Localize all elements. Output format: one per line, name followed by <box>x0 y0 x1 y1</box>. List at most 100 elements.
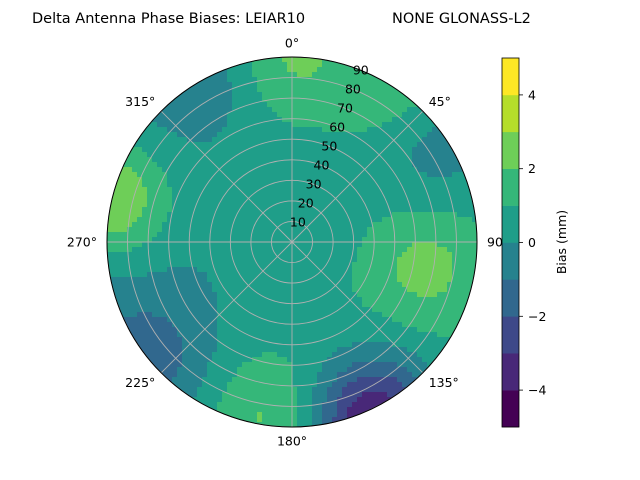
field-cell <box>202 337 208 343</box>
field-cell <box>147 302 153 308</box>
field-cell <box>182 122 188 128</box>
field-cell <box>242 312 248 318</box>
field-cell <box>302 307 308 313</box>
field-cell <box>317 277 323 283</box>
field-cell <box>152 327 158 333</box>
field-cell <box>282 412 288 418</box>
field-cell <box>197 127 203 133</box>
field-cell <box>237 157 243 163</box>
field-cell <box>382 142 388 148</box>
field-cell <box>257 382 263 388</box>
field-cell <box>272 322 278 328</box>
field-cell <box>312 382 318 388</box>
field-cell <box>117 207 123 213</box>
field-cell <box>387 257 393 263</box>
field-cell <box>157 122 163 128</box>
field-cell <box>302 337 308 343</box>
field-cell <box>472 232 477 238</box>
field-cell <box>287 152 293 158</box>
field-cell <box>257 227 263 233</box>
field-cell <box>457 267 463 273</box>
field-cell <box>397 142 403 148</box>
field-cell <box>442 352 448 358</box>
field-cell <box>282 352 288 358</box>
field-cell <box>157 212 163 218</box>
field-cell <box>402 292 408 298</box>
field-cell <box>347 282 353 288</box>
field-cell <box>207 167 213 173</box>
field-cell <box>282 187 288 193</box>
field-cell <box>382 187 388 193</box>
field-cell <box>267 317 273 323</box>
field-cell <box>412 122 418 128</box>
field-cell <box>387 152 393 158</box>
field-cell <box>367 257 373 263</box>
field-cell <box>142 157 148 163</box>
field-cell <box>262 347 268 353</box>
field-cell <box>382 262 388 268</box>
field-cell <box>312 357 318 363</box>
field-cell <box>342 247 348 253</box>
field-cell <box>297 132 303 138</box>
field-cell <box>352 127 358 133</box>
field-cell <box>232 267 238 273</box>
field-cell <box>422 282 428 288</box>
field-cell <box>462 232 468 238</box>
field-cell <box>287 182 293 188</box>
field-cell <box>337 312 343 318</box>
field-cell <box>232 327 238 333</box>
field-cell <box>432 277 438 283</box>
field-cell <box>167 107 173 113</box>
field-cell <box>372 332 378 338</box>
field-cell <box>382 102 388 108</box>
field-cell <box>397 257 403 263</box>
field-cell <box>257 352 263 358</box>
field-cell <box>292 417 298 423</box>
field-cell <box>307 397 313 403</box>
field-cell <box>337 122 343 128</box>
field-cell <box>167 147 173 153</box>
field-cell <box>392 127 398 133</box>
field-cell <box>417 262 423 268</box>
field-cell <box>307 272 313 278</box>
field-cell <box>367 167 373 173</box>
field-cell <box>272 397 278 403</box>
field-cell <box>147 177 153 183</box>
field-cell <box>182 162 188 168</box>
field-cell <box>192 217 198 223</box>
field-cell <box>322 97 328 103</box>
field-cell <box>337 57 343 63</box>
field-cell <box>227 402 233 408</box>
field-cell <box>232 212 238 218</box>
field-cell <box>212 277 218 283</box>
field-cell <box>372 367 378 373</box>
field-cell <box>467 222 473 228</box>
field-cell <box>317 202 323 208</box>
field-cell <box>342 87 348 93</box>
field-cell <box>367 82 373 88</box>
field-cell <box>172 182 178 188</box>
field-cell <box>272 412 278 418</box>
field-cell <box>322 317 328 323</box>
field-cell <box>207 132 213 138</box>
field-cell <box>257 357 263 363</box>
field-cell <box>217 297 223 303</box>
field-cell <box>457 277 463 283</box>
field-cell <box>212 237 218 243</box>
field-cell <box>312 422 318 427</box>
field-cell <box>347 292 353 298</box>
field-cell <box>152 172 158 178</box>
field-cell <box>182 142 188 148</box>
field-cell <box>237 132 243 138</box>
field-cell <box>262 372 268 378</box>
field-cell <box>367 412 373 418</box>
field-cell <box>327 172 333 178</box>
field-cell <box>142 267 148 273</box>
field-cell <box>227 377 233 383</box>
field-cell <box>302 322 308 328</box>
field-cell <box>192 367 198 373</box>
field-cell <box>292 132 298 138</box>
field-cell <box>427 202 433 208</box>
field-cell <box>167 242 173 248</box>
field-cell <box>427 252 433 258</box>
